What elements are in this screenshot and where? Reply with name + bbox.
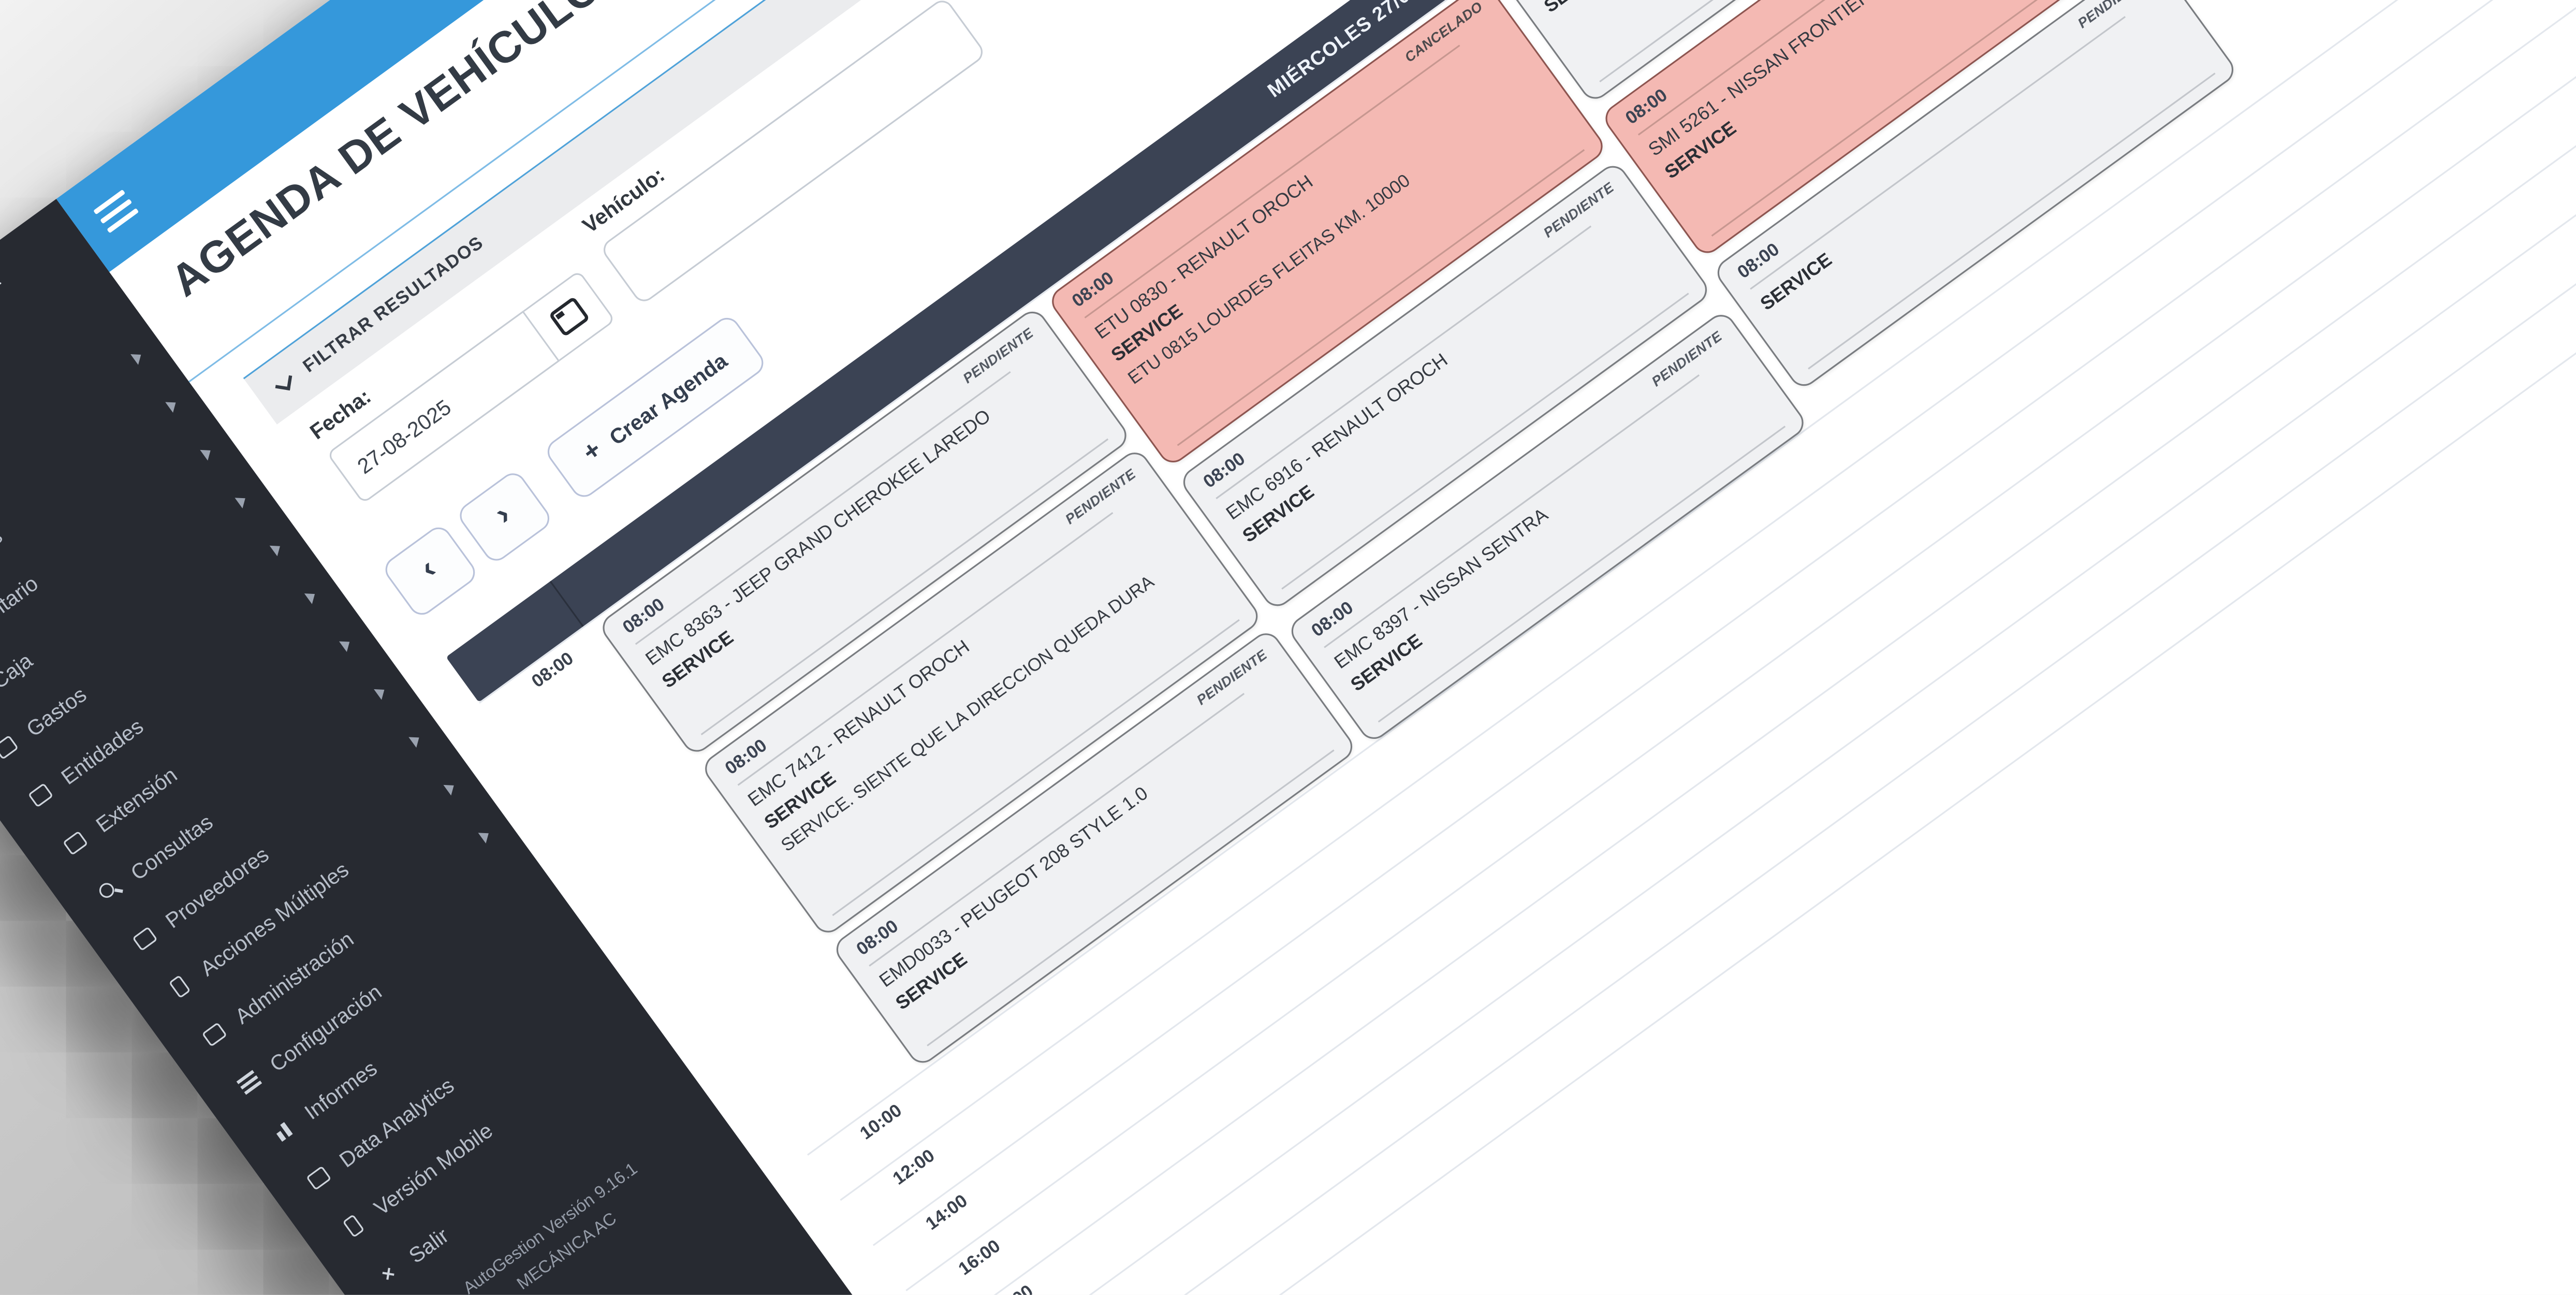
submenu-caret-icon: [165, 397, 180, 413]
plus-icon: +: [578, 435, 607, 468]
settings-list-icon: [234, 1068, 264, 1097]
submenu-caret-icon: [443, 780, 458, 796]
submenu-caret-icon: [408, 732, 423, 748]
mobile-icon: [339, 1211, 369, 1241]
submenu-caret-icon: [304, 588, 319, 604]
tablet-icon: [199, 1020, 229, 1049]
database-icon: [304, 1163, 334, 1193]
layers-icon: [165, 972, 195, 1001]
chevron-down-icon: [275, 373, 292, 391]
submenu-caret-icon: [235, 493, 250, 508]
submenu-caret-icon: [478, 827, 493, 843]
search-icon: [95, 876, 125, 906]
expenses-icon: [0, 733, 21, 762]
chart-icon: [269, 1115, 299, 1145]
submenu-caret-icon: [374, 684, 388, 700]
hamburger-menu-icon[interactable]: [93, 189, 139, 234]
submenu-caret-icon: [130, 349, 145, 365]
submenu-caret-icon: [200, 445, 215, 461]
submenu-caret-icon: [339, 636, 354, 652]
truck-icon: [130, 924, 160, 954]
prev-day-button[interactable]: ‹: [380, 522, 480, 620]
next-day-button[interactable]: ›: [455, 468, 555, 566]
calendar-icon: [548, 295, 590, 337]
entities-icon: [25, 780, 55, 810]
exit-icon: ×: [376, 1261, 400, 1287]
laptop-icon: [61, 828, 91, 858]
submenu-caret-icon: [269, 541, 284, 557]
